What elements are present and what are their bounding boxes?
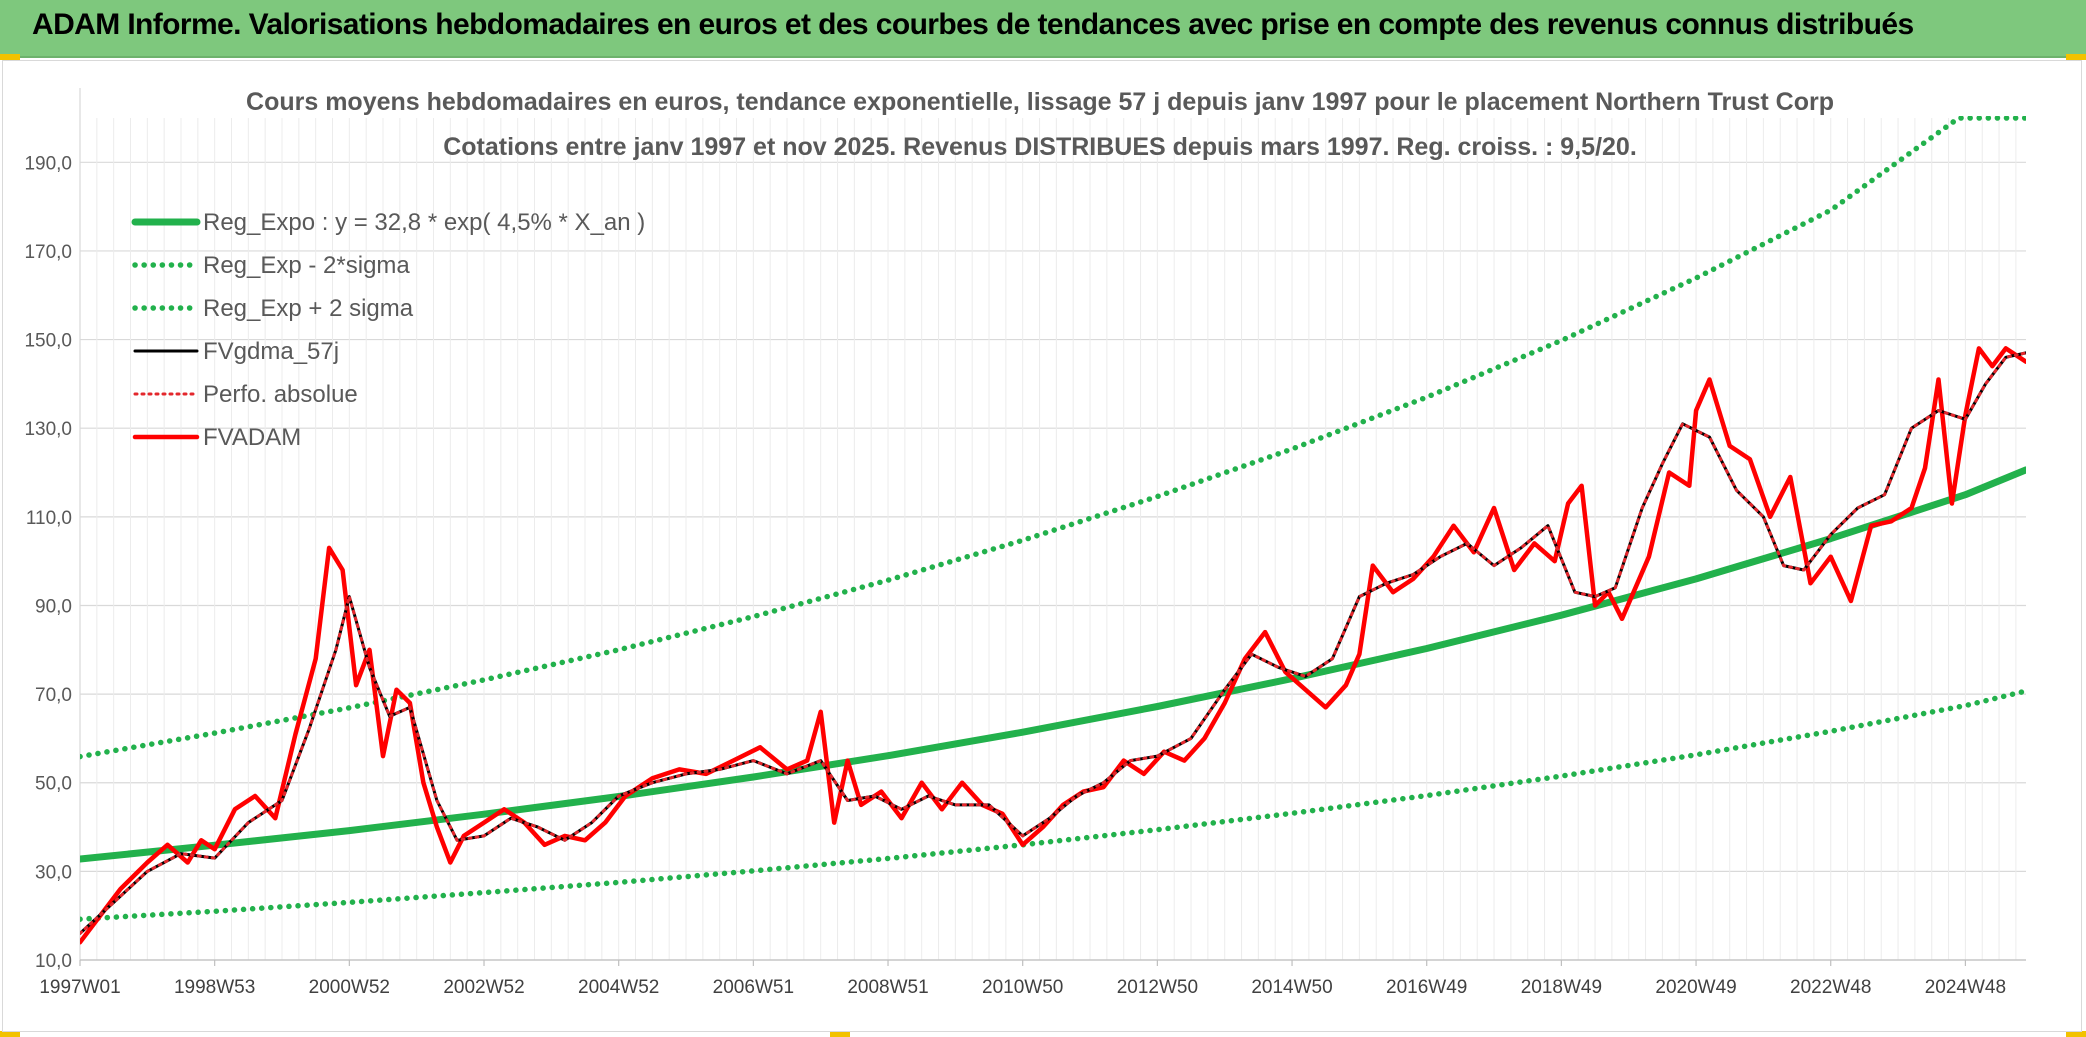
axis-layer: 10,0 30,0 50,0 70,0 90,0 110,0 130,0 150,0 170,0… [24, 88, 2026, 998]
x-tick-label: 2020W49 [1655, 977, 1736, 998]
legend-label: FVADAM [203, 424, 301, 451]
series-line-2 [80, 116, 2026, 760]
y-tick-label: 50,0 [35, 774, 72, 795]
series-line-3 [80, 351, 2026, 935]
series-line-5 [80, 346, 2026, 945]
y-tick-label: 170,0 [24, 242, 72, 263]
legend-label: Perfo. absolue [203, 381, 358, 408]
x-tick-label: 2012W50 [1117, 977, 1198, 998]
corner-marker-right [2066, 54, 2086, 60]
y-tick-label: 10,0 [35, 951, 72, 972]
y-tick-label: 130,0 [24, 419, 72, 440]
y-tick-label: 150,0 [24, 331, 72, 352]
legend-label: Reg_Expo : y = 32,8 * exp( 4,5% * X_an ) [203, 209, 645, 236]
legend-label: Reg_Exp - 2*sigma [203, 252, 410, 279]
x-tick-label: 2008W51 [847, 977, 928, 998]
x-tick-label: 2024W48 [1925, 977, 2006, 998]
y-tick-label: 110,0 [26, 508, 72, 529]
legend: Reg_Expo : y = 32,8 * exp( 4,5% * X_an )… [131, 209, 645, 451]
grid-layer [79, 118, 2026, 961]
legend-label: FVgdma_57j [203, 338, 339, 365]
chart-frame [2, 60, 2082, 1032]
series-layer [80, 116, 2026, 945]
legend-label: Reg_Exp + 2 sigma [203, 295, 414, 322]
report-title: ADAM Informe. Valorisations hebdomadaire… [32, 8, 1914, 41]
chart-title: Cours moyens hebdomadaires en euros, ten… [246, 88, 1834, 116]
report-banner: ADAM Informe. Valorisations hebdomadaire… [0, 0, 2086, 58]
x-tick-label: 2004W52 [578, 977, 659, 998]
chart-subtitle: Cotations entre janv 1997 et nov 2025. R… [443, 133, 1637, 161]
corner-marker-bottom-left [0, 1031, 20, 1037]
corner-marker-left [0, 54, 20, 60]
corner-marker-bottom-mid [830, 1031, 850, 1037]
x-tick-label: 2010W50 [982, 977, 1063, 998]
series-line-1 [80, 688, 2026, 922]
x-tick-label: 2006W51 [713, 977, 794, 998]
corner-marker-bottom-right [2066, 1031, 2086, 1037]
x-tick-label: 2016W49 [1386, 977, 1467, 998]
y-tick-label: 30,0 [35, 862, 72, 883]
y-tick-label: 190,0 [24, 153, 72, 174]
series-line-4 [80, 351, 2026, 935]
x-tick-label: 2022W48 [1790, 977, 1871, 998]
x-tick-label: 2002W52 [443, 977, 524, 998]
x-tick-label: 1997W01 [39, 977, 120, 998]
y-tick-label: 70,0 [35, 685, 72, 706]
x-tick-label: 2014W50 [1251, 977, 1332, 998]
series-line-0 [80, 466, 2026, 863]
x-tick-label: 2000W52 [309, 977, 390, 998]
x-tick-label: 2018W49 [1521, 977, 1602, 998]
y-tick-label: 90,0 [35, 596, 72, 617]
x-tick-label: 1998W53 [174, 977, 255, 998]
